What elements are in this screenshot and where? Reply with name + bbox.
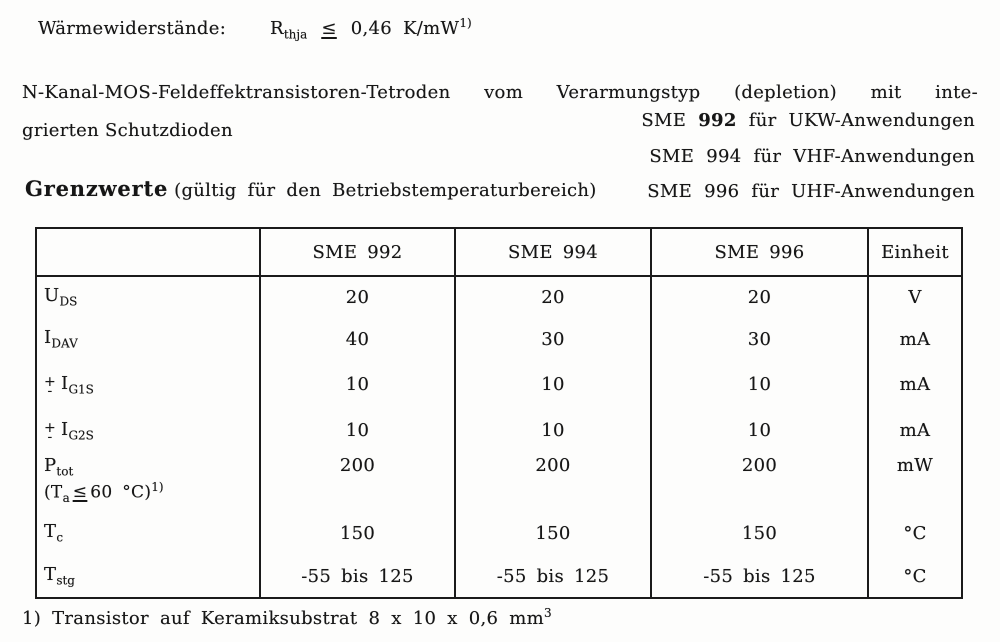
param-symbol: UDS xyxy=(44,285,78,309)
value-cell: 10 xyxy=(650,408,867,453)
param-cell-tstg: Tstg xyxy=(37,555,259,597)
param-cell-ig2s: + - IG2S xyxy=(37,408,259,453)
intro-line-2: grierten Schutzdioden xyxy=(22,120,233,141)
col-header-sme992: SME 992 xyxy=(259,229,454,277)
value-cell: 30 xyxy=(650,317,867,361)
app-prefix: SME xyxy=(647,181,693,202)
value-cell: 20 xyxy=(650,277,867,317)
value-cell: -55 bis 125 xyxy=(259,555,454,597)
condition-line: (Ta ≤60 °C)1) xyxy=(44,479,164,505)
app-model-number: 994 xyxy=(706,146,742,167)
unit-cell: mA xyxy=(867,408,961,453)
param-symbol: + - IG1S xyxy=(44,372,94,399)
r-symbol: R xyxy=(270,18,284,39)
value-cell: 40 xyxy=(259,317,454,361)
thermal-resistance-line: Wärmewiderstände: Rthja ≤ 0,46 K/mW1) xyxy=(38,16,472,42)
value-cell: -55 bis 125 xyxy=(650,555,867,597)
unit-cell: mA xyxy=(867,317,961,361)
col-header-sme994: SME 994 xyxy=(454,229,650,277)
value-cell: 30 xyxy=(454,317,650,361)
application-line-sme996: SME 996 für UHF-Anwendungen xyxy=(647,181,975,202)
unit-cell: °C xyxy=(867,511,961,555)
app-suffix: für UKW-Anwendungen xyxy=(748,110,975,131)
unit-cell: °C xyxy=(867,555,961,597)
app-model-number: 992 xyxy=(698,110,737,131)
unit-cell: mW xyxy=(867,453,961,511)
value-cell: 200 xyxy=(454,453,650,511)
param-symbol: Tc xyxy=(44,521,64,545)
col-header-sme996: SME 996 xyxy=(650,229,867,277)
limits-table: SME 992 SME 994 SME 996 Einheit UDS 20 2… xyxy=(35,227,963,599)
limits-heading: Grenzwerte (gültig für den Betriebstemper… xyxy=(25,176,597,201)
thermal-unit: K/mW xyxy=(403,18,460,39)
value-cell: 200 xyxy=(650,453,867,511)
thermal-label: Wärmewiderstände: xyxy=(38,18,227,39)
app-suffix: für UHF-Anwendungen xyxy=(751,181,975,202)
application-line-sme992: SME 992 für UKW-Anwendungen xyxy=(641,110,975,131)
plus-minus-symbol: + - xyxy=(44,419,57,445)
param-cell-ig1s: + - IG1S xyxy=(37,361,259,408)
value-cell: 20 xyxy=(259,277,454,317)
application-line-sme994: SME 994 für VHF-Anwendungen xyxy=(649,146,975,167)
footnote-ref: 1) xyxy=(151,479,164,494)
value-cell: 10 xyxy=(454,361,650,408)
col-header-einheit: Einheit xyxy=(867,229,961,277)
app-prefix: SME xyxy=(641,110,687,131)
value-cell: 10 xyxy=(454,408,650,453)
param-symbol: + - IG2S xyxy=(44,418,94,445)
param-cell-tc: Tc xyxy=(37,511,259,555)
unit-cell: V xyxy=(867,277,961,317)
thermal-formula: Rthja ≤ 0,46 K/mW1) xyxy=(270,16,472,42)
less-equal-symbol: ≤ xyxy=(72,482,88,503)
param-symbol: Ptot xyxy=(44,455,74,479)
value-cell: 10 xyxy=(259,408,454,453)
app-model-number: 996 xyxy=(704,181,740,202)
intro-line-1: N-Kanal-MOS-Feldeffektransistoren-Tetrod… xyxy=(22,82,978,103)
section-title: Grenzwerte xyxy=(25,176,169,201)
footnote-text: 1) Transistor auf Keramiksubstrat 8 x 10… xyxy=(22,608,544,629)
value-cell: 200 xyxy=(259,453,454,511)
section-subtitle: (gültig für den Betriebstemperaturbereic… xyxy=(174,180,597,201)
unit-cell: mA xyxy=(867,361,961,408)
value-cell: 150 xyxy=(259,511,454,555)
param-cell-uds: UDS xyxy=(37,277,259,317)
param-cell-idav: IDAV xyxy=(37,317,259,361)
footnote-superscript: 3 xyxy=(544,606,552,620)
param-cell-ptot: Ptot (Ta ≤60 °C)1) xyxy=(37,453,259,511)
param-symbol: Tstg xyxy=(44,564,75,588)
less-equal-symbol: ≤ xyxy=(321,18,337,39)
footnote: 1) Transistor auf Keramiksubstrat 8 x 10… xyxy=(22,606,552,629)
value-cell: 150 xyxy=(650,511,867,555)
app-suffix: für VHF-Anwendungen xyxy=(753,146,975,167)
r-symbol-subscript: thja xyxy=(283,27,308,42)
thermal-value: 0,46 xyxy=(350,18,393,39)
param-symbol: IDAV xyxy=(44,327,78,351)
value-cell: 10 xyxy=(259,361,454,408)
app-prefix: SME xyxy=(649,146,695,167)
plus-minus-symbol: + - xyxy=(44,373,57,399)
value-cell: 150 xyxy=(454,511,650,555)
corner-cell xyxy=(37,229,259,277)
footnote-ref: 1) xyxy=(459,16,472,30)
value-cell: 20 xyxy=(454,277,650,317)
value-cell: 10 xyxy=(650,361,867,408)
value-cell: -55 bis 125 xyxy=(454,555,650,597)
